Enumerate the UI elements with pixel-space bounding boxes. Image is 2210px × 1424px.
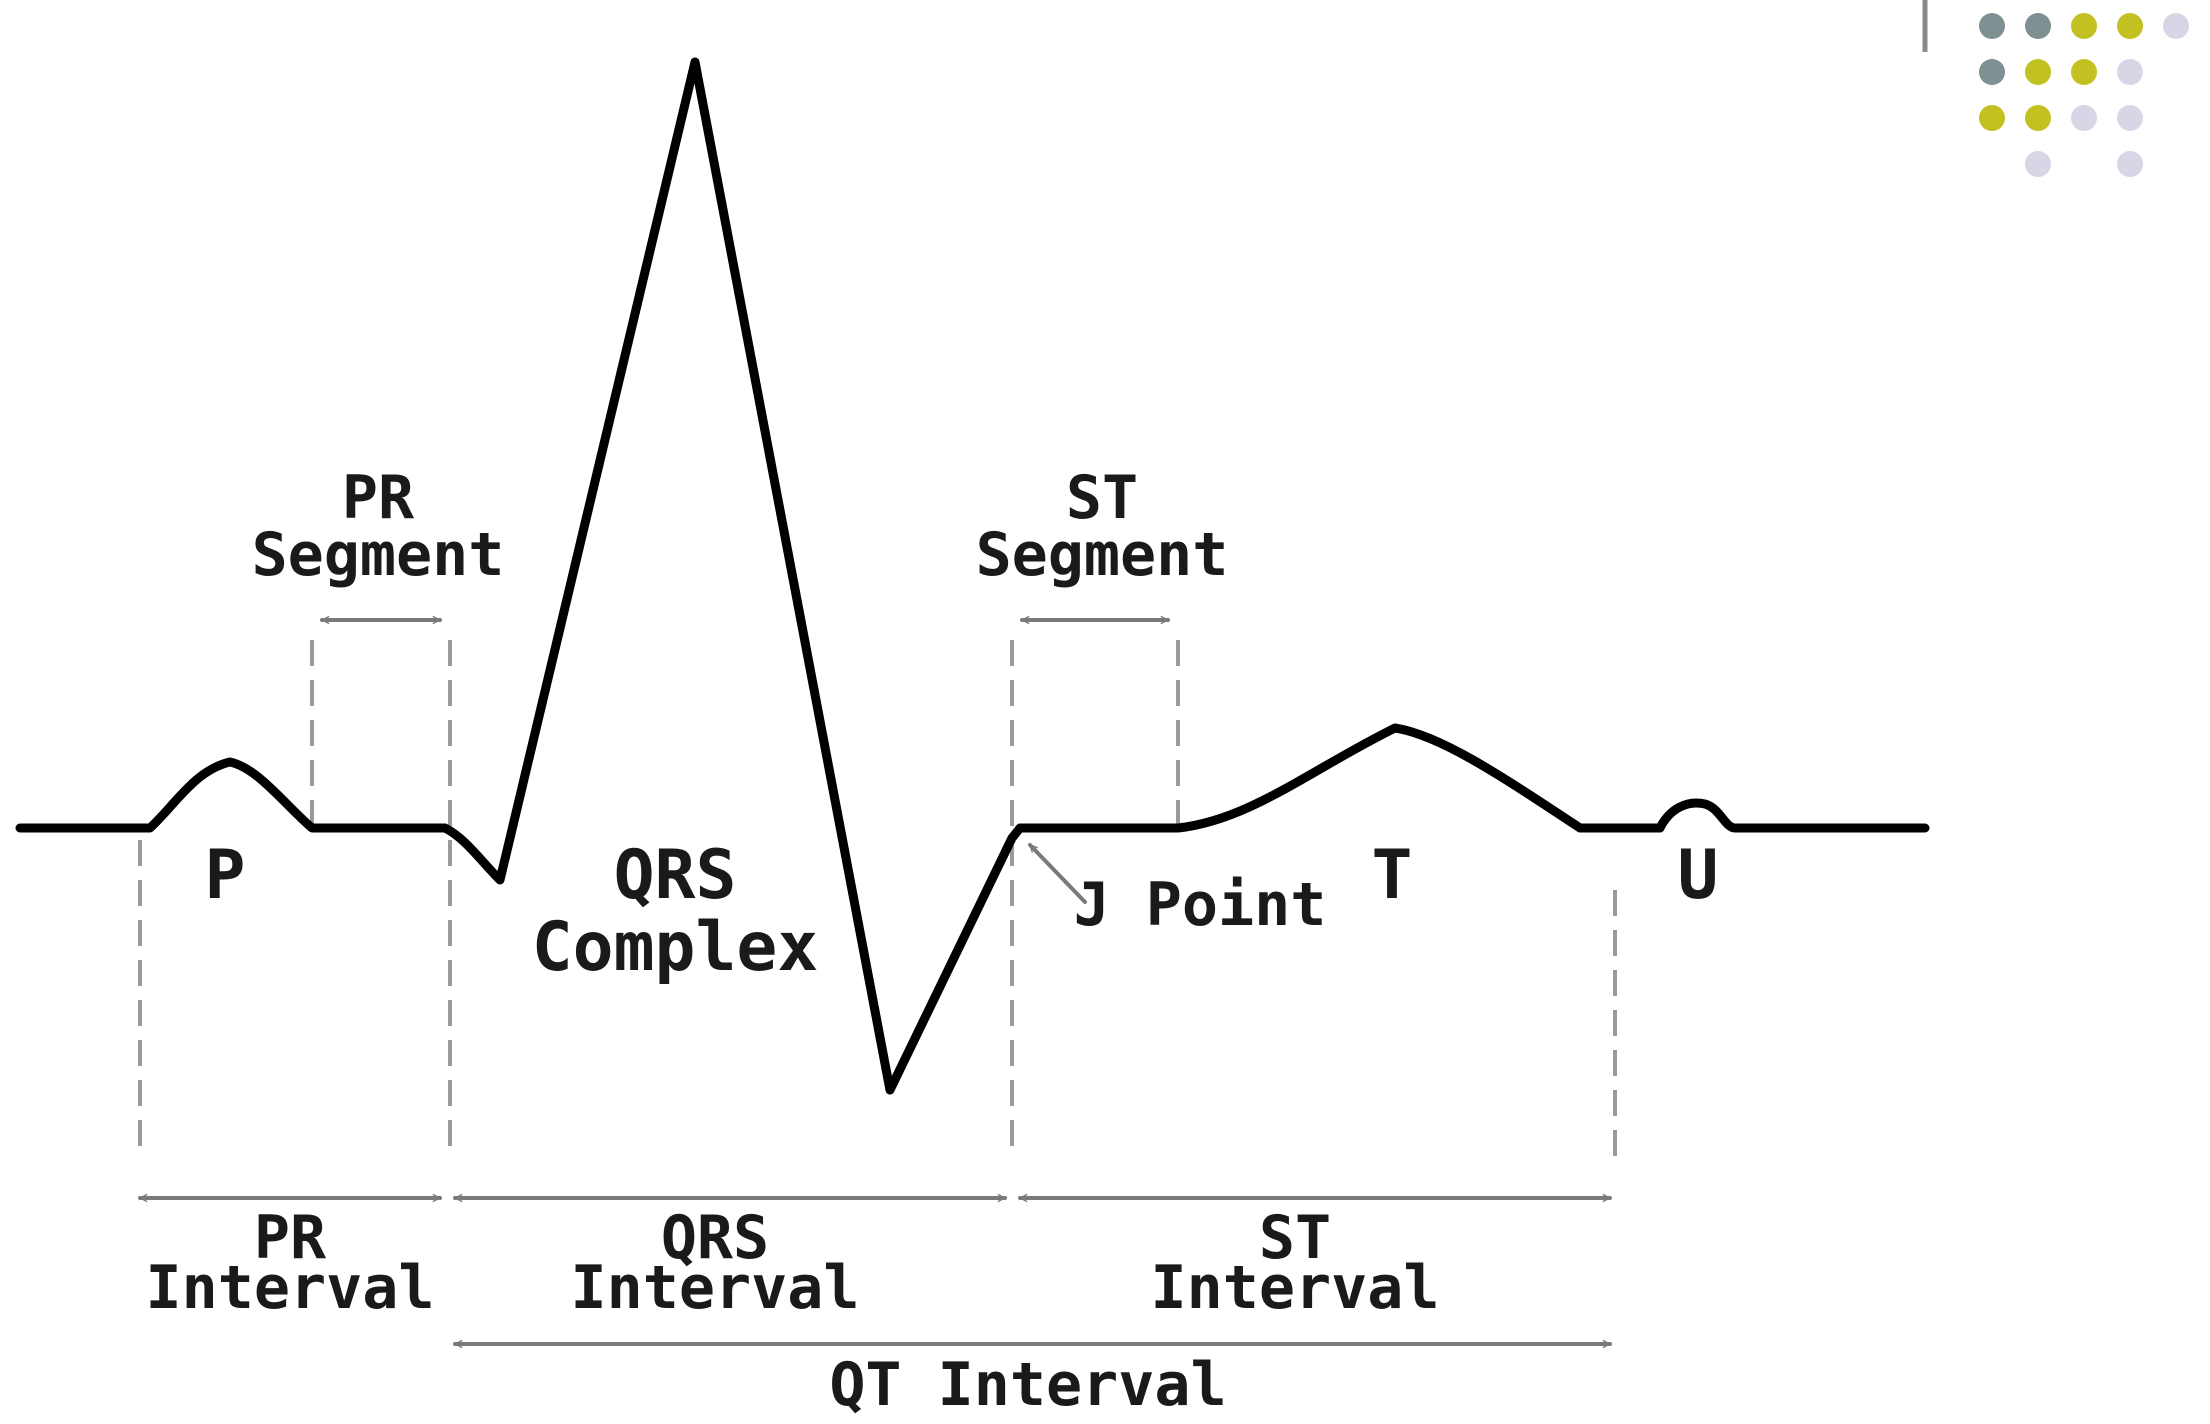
decor-dot (2071, 105, 2097, 131)
j-point-label: J Point (1074, 870, 1327, 940)
qrs-interval-label-line2: Interval (571, 1253, 860, 1323)
decor-dot (2025, 105, 2051, 131)
guide-lines (138, 640, 1617, 1160)
decorative-dot-grid (1979, 13, 2189, 177)
decor-dot (2071, 59, 2097, 85)
decor-dot (2163, 13, 2189, 39)
decor-dot (2117, 151, 2143, 177)
u-wave-label: U (1678, 836, 1719, 915)
t-wave-label: T (1372, 836, 1413, 915)
st-interval-label-line1: ST (1259, 1203, 1331, 1273)
pr-interval-label-line2: Interval (146, 1253, 435, 1323)
p-wave-label: P (205, 836, 246, 915)
decor-dot (1979, 105, 2005, 131)
st-segment-label-line2: Segment (976, 520, 1229, 590)
st-segment-label-line1: ST (1066, 463, 1138, 533)
qrs-complex-label-line1: QRS (614, 836, 737, 915)
interval-arrows (138, 1198, 1612, 1344)
ecg-trace (15, 57, 1930, 1095)
decor-dot (2025, 59, 2051, 85)
decor-dot (1979, 59, 2005, 85)
pr-interval-label-line1: PR (254, 1203, 327, 1273)
pr-segment-label-line2: Segment (252, 520, 505, 590)
decor-dot (2117, 105, 2143, 131)
j-point-pointer (1028, 843, 1087, 904)
decor-dot (2025, 13, 2051, 39)
qrs-interval-label-line1: QRS (661, 1203, 769, 1273)
st-interval-label-line2: Interval (1151, 1253, 1440, 1323)
qrs-complex-label-line2: Complex (532, 908, 819, 987)
pr-segment-label-line1: PR (342, 463, 415, 533)
decor-dot (2117, 59, 2143, 85)
decor-dot (2025, 151, 2051, 177)
decor-dot (2117, 13, 2143, 39)
qt-interval-label: QT Interval (829, 1350, 1226, 1420)
decor-dot (1979, 13, 2005, 39)
decor-dot (2071, 13, 2097, 39)
